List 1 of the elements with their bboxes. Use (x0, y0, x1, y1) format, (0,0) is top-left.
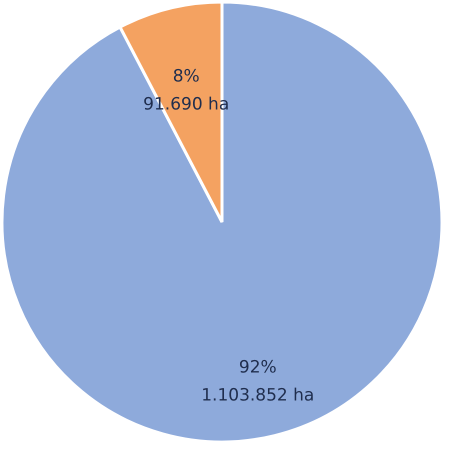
data-label: 92% 1.103.852 ha (201, 358, 314, 406)
